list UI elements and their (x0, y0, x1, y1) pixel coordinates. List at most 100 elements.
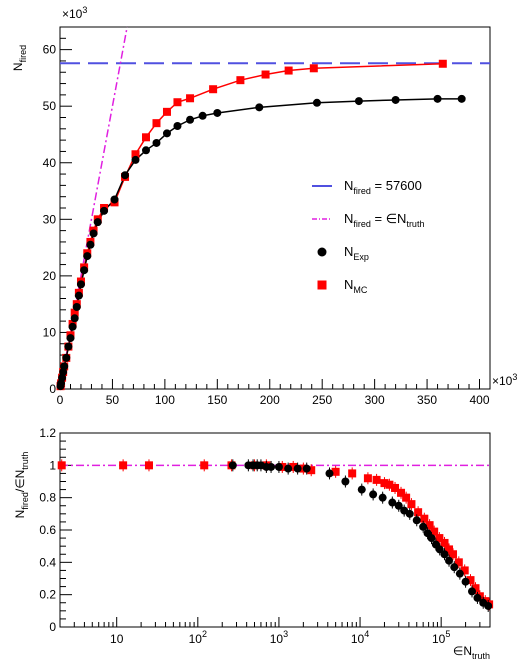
data-point (236, 76, 245, 85)
x-tick-base: 10 (270, 632, 284, 646)
y-tick-label: 0.8 (39, 491, 56, 505)
data-point (74, 291, 83, 300)
top-y-multiplier: ×103 (62, 5, 87, 21)
data-point (341, 477, 350, 486)
bottom-x-axis-label: ∈Ntruth (453, 644, 490, 661)
legend-label: NMC (344, 277, 368, 295)
diag-efficiency-line (59, 26, 128, 390)
legend-label-sub: fired (353, 219, 371, 229)
data-point (419, 522, 428, 531)
data-point (412, 516, 421, 525)
legend-label-main: N (344, 277, 353, 292)
data-point (440, 538, 449, 547)
legend-label-sub: fired (353, 186, 371, 196)
data-point (83, 252, 92, 261)
data-point (80, 266, 89, 275)
y-tick-label: 0 (49, 620, 56, 634)
data-point (186, 94, 195, 103)
data-point (70, 314, 79, 323)
data-point (162, 107, 171, 116)
data-point (357, 485, 366, 494)
x-tick-exp: 3 (283, 629, 288, 639)
data-point (302, 464, 311, 473)
data-point (425, 521, 434, 530)
data-point (391, 95, 400, 104)
data-point (121, 171, 130, 180)
data-point (200, 461, 209, 470)
data-point (317, 280, 327, 290)
data-point (433, 94, 442, 103)
legend-label-sub: truth (406, 219, 424, 229)
data-point (394, 501, 403, 510)
data-point (385, 480, 394, 489)
data-point (186, 115, 195, 124)
x-tick-label: 200 (260, 393, 280, 407)
data-point (89, 229, 98, 238)
data-point (76, 280, 85, 289)
data-point (461, 577, 470, 586)
data-point (228, 461, 237, 470)
data-point (68, 322, 77, 331)
data-point (62, 353, 71, 362)
data-point (372, 475, 381, 484)
data-point (312, 98, 321, 107)
data-point (407, 500, 416, 509)
data-point (445, 545, 454, 554)
x-tick-base: 10 (351, 632, 365, 646)
data-point (484, 601, 493, 610)
y-tick-label: 0.4 (39, 555, 56, 569)
x-tick-label: 350 (417, 393, 437, 407)
data-point (354, 97, 363, 106)
legend-label: NExp (344, 244, 369, 262)
data-point (457, 94, 466, 103)
x-tick-label: 104 (351, 629, 369, 646)
bottom-chart: 10 102 103 104 105 00.20.40.60.811.2 Nfired/… (13, 426, 494, 661)
data-point (261, 70, 270, 79)
data-point (284, 66, 293, 75)
data-point (435, 534, 444, 543)
data-point (430, 527, 439, 536)
data-point (284, 464, 293, 473)
x-tick-label: 103 (270, 629, 288, 646)
data-point (173, 121, 182, 130)
data-point (405, 509, 414, 518)
y-tick-label: 40 (43, 156, 57, 170)
series-line (59, 98, 462, 387)
data-point (363, 474, 372, 483)
data-point (445, 556, 454, 565)
data-point (198, 111, 207, 120)
data-point (380, 479, 389, 488)
data-point (440, 550, 449, 559)
y-tick-label: 0.2 (39, 588, 56, 602)
data-point (93, 218, 102, 227)
x-tick-label: 100 (155, 393, 175, 407)
x-tick-label: 102 (189, 629, 207, 646)
data-point (348, 469, 357, 478)
top-plot-frame (59, 26, 491, 390)
x-tick-base: 10 (432, 632, 446, 646)
x-tick-label: 150 (207, 393, 227, 407)
y-tick-label: 1.2 (39, 426, 56, 440)
legend-label-main: N (344, 211, 353, 226)
data-point (57, 461, 66, 470)
data-point (100, 206, 109, 215)
data-point (152, 119, 161, 128)
data-point (274, 462, 283, 471)
y-tick-label: 20 (43, 269, 57, 283)
data-point (142, 146, 150, 155)
y-tick-label: 0.6 (39, 523, 56, 537)
data-point (119, 461, 128, 470)
x-tick-label: 400 (469, 393, 489, 407)
top-x-multiplier: ×103 (492, 372, 517, 388)
data-point (471, 584, 480, 593)
data-point (468, 587, 477, 596)
legend-label: Nfired = ∈Ntruth (344, 211, 424, 229)
data-point (60, 362, 69, 371)
data-point (142, 133, 150, 142)
data-point (397, 488, 406, 497)
x-tick-label: 300 (365, 393, 385, 407)
legend-label-main: N (344, 178, 353, 193)
data-point (86, 240, 95, 249)
data-point (438, 59, 447, 68)
